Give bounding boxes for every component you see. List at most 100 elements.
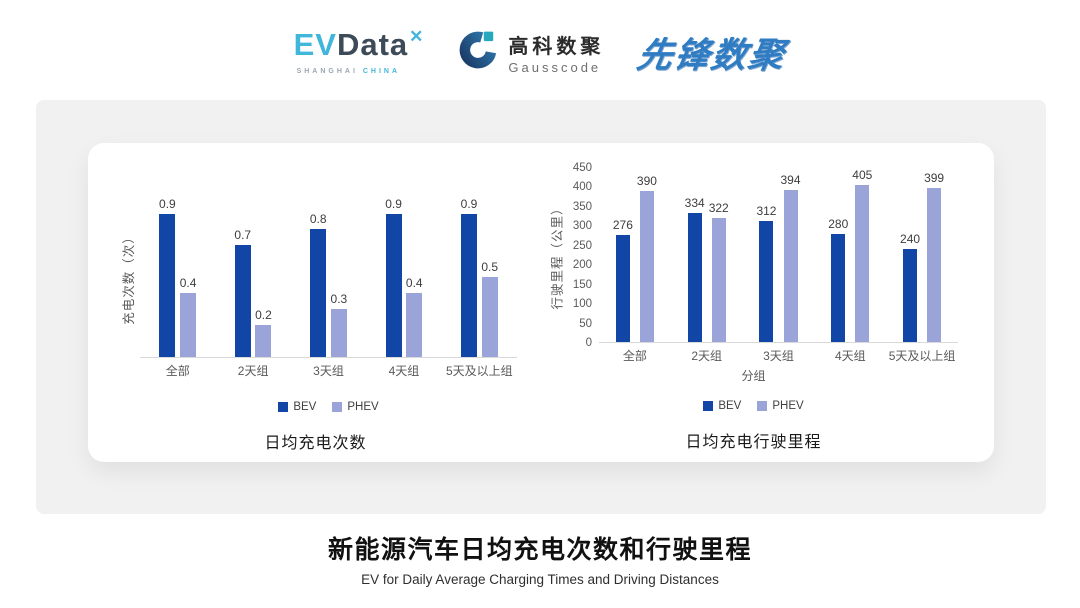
- bar-group: 312 394: [743, 168, 815, 342]
- y-axis-label: 行驶里程（公里）: [550, 201, 565, 310]
- legend-label: PHEV: [772, 400, 804, 412]
- bar-value-label: 280: [828, 216, 849, 231]
- chart-title: 日均充电行驶里程: [685, 434, 822, 451]
- bar-col-bev: 0.9: [159, 197, 176, 357]
- bar-group: 0.9 0.5: [442, 197, 517, 357]
- bar-bev: [831, 233, 846, 342]
- evdata-spark-icon: ✕: [409, 27, 425, 46]
- y-tick: 250: [572, 239, 592, 252]
- bar-phev: [481, 277, 498, 357]
- bar-col-bev: 0.9: [385, 197, 402, 357]
- page-title: 新能源汽车日均充电次数和行驶里程: [327, 536, 752, 564]
- bar-bev: [615, 235, 630, 342]
- bar-phev: [855, 185, 870, 342]
- bar-col-phev: 0.5: [481, 197, 498, 357]
- bar-group: 0.9 0.4: [366, 197, 441, 357]
- bar-group: 0.8 0.3: [291, 197, 366, 357]
- bar-bev: [310, 229, 327, 357]
- bar-col-phev: 405: [852, 168, 872, 342]
- bar-value-label: 405: [852, 168, 873, 183]
- bar-value-label: 0.5: [481, 260, 499, 274]
- y-axis-ticks: 450 400 350 300 250 200 150 100 50 0: [569, 162, 599, 349]
- bar-value-label: 0.8: [309, 212, 327, 226]
- bar-col-phev: 322: [709, 168, 729, 342]
- x-axis: 全部 2天组 3天组 4天组 5天及以上组: [599, 347, 958, 364]
- y-tick: 50: [579, 317, 592, 330]
- bar-phev: [255, 325, 272, 357]
- x-category-label: 5天及以上组: [888, 349, 956, 363]
- bar-col-bev: 0.7: [234, 197, 251, 357]
- bar-value-label: 0.4: [179, 276, 197, 290]
- bar-value-label: 394: [780, 172, 801, 187]
- plot-wrap: 充电次数（次） 0.9 0.4 0.7 0.2 0.8 0.3: [114, 197, 543, 358]
- legend-item-bev: BEV: [703, 400, 741, 412]
- bar-value-label: 0.3: [330, 292, 348, 306]
- legend: BEV PHEV: [114, 401, 543, 413]
- legend-swatch-phev: [332, 402, 343, 412]
- bar-value-label: 0.2: [255, 308, 272, 322]
- bar-value-label: 390: [636, 174, 657, 189]
- legend-item-phev: PHEV: [332, 401, 379, 413]
- x-category-label: 3天组: [313, 364, 344, 378]
- chart-card: 充电次数（次） 0.9 0.4 0.7 0.2 0.8 0.3: [88, 143, 994, 462]
- x-category-label: 2天组: [691, 349, 723, 363]
- bar-group: 240 399: [886, 168, 958, 342]
- evdata-shanghai-text: SHANGHAI: [296, 68, 358, 75]
- evdata-ev-text: EV: [293, 27, 337, 62]
- bar-col-bev: 0.9: [460, 197, 477, 357]
- y-axis-label: 充电次数（次）: [121, 230, 136, 325]
- bar-col-bev: 276: [613, 168, 633, 342]
- xianfeng-wordmark: 先锋数聚: [634, 35, 790, 75]
- plot-area: 276 390 334 322 312 394 280: [599, 168, 958, 343]
- bar-value-label: 240: [900, 232, 921, 247]
- bar-value-label: 334: [684, 195, 705, 210]
- bar-col-bev: 0.8: [310, 197, 327, 357]
- x-category-label: 4天组: [834, 349, 866, 363]
- bar-phev: [783, 189, 798, 342]
- y-tick: 200: [572, 259, 592, 272]
- bar-phev: [406, 293, 423, 357]
- gausscode-logo: 高科数聚 Gausscode: [457, 29, 604, 76]
- bar-value-label: 0.7: [234, 228, 252, 242]
- bar-col-phev: 0.2: [255, 197, 272, 357]
- legend-item-phev: PHEV: [757, 400, 804, 412]
- bar-col-bev: 240: [900, 168, 920, 342]
- y-tick: 0: [585, 336, 592, 349]
- x-category-label: 全部: [165, 364, 190, 378]
- bar-value-label: 0.9: [159, 197, 176, 211]
- bar-bev: [460, 214, 477, 357]
- bar-phev: [711, 217, 726, 342]
- bar-group: 280 405: [814, 168, 886, 342]
- chart-title: 日均充电次数: [264, 435, 367, 452]
- plot-wrap: 行驶里程（公里） 450 400 350 300 250 200 150 100…: [543, 162, 964, 349]
- legend-item-bev: BEV: [278, 401, 316, 413]
- bar-value-label: 322: [708, 200, 729, 215]
- evdata-logo: EVData✕ SHANGHAI CHINA: [293, 27, 425, 75]
- page-subtitle: EV for Daily Average Charging Times and …: [361, 572, 719, 587]
- legend-label: BEV: [293, 401, 317, 413]
- y-tick: 150: [572, 278, 592, 291]
- bar-value-label: 276: [612, 218, 633, 233]
- plot-area: 0.9 0.4 0.7 0.2 0.8 0.3 0.9: [140, 197, 517, 358]
- x-axis-title: 分组: [741, 369, 766, 383]
- bar-phev: [330, 309, 347, 357]
- y-tick: 350: [572, 200, 592, 213]
- bar-value-label: 0.4: [405, 276, 423, 290]
- gausscode-g-icon: [457, 29, 499, 76]
- bar-col-bev: 280: [828, 168, 848, 342]
- legend-label: BEV: [718, 400, 742, 412]
- gausscode-text: 高科数聚 Gausscode: [508, 30, 604, 75]
- bar-bev: [159, 214, 176, 357]
- bar-col-phev: 0.4: [406, 197, 423, 357]
- x-axis: 全部 2天组 3天组 4天组 5天及以上组: [140, 362, 517, 379]
- bar-group: 276 390: [599, 168, 671, 342]
- legend-label: PHEV: [347, 401, 379, 413]
- y-tick: 400: [572, 181, 592, 194]
- bar-value-label: 312: [756, 204, 777, 219]
- gausscode-cn-text: 高科数聚: [508, 35, 605, 58]
- logo-row: EVData✕ SHANGHAI CHINA 高科数聚: [0, 18, 1080, 86]
- bar-col-phev: 0.4: [179, 197, 197, 357]
- legend-swatch-bev: [703, 401, 714, 411]
- bar-value-label: 0.9: [385, 197, 402, 211]
